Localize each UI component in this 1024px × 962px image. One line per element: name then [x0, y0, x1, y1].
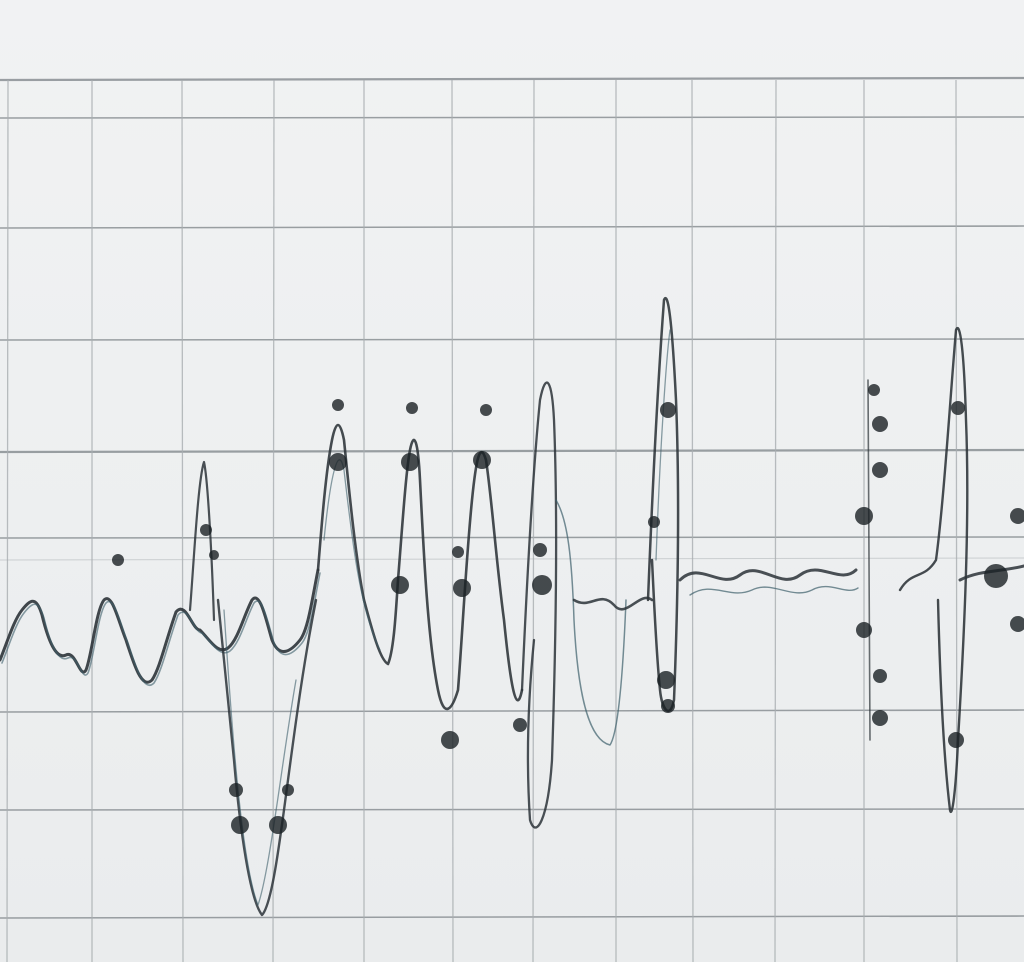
- grid-line-horizontal: [0, 709, 1024, 713]
- waveform-peaks-shadow: [323, 459, 381, 651]
- ink-dot: [473, 451, 491, 469]
- grid-line-horizontal: [0, 915, 1024, 919]
- ink-dot: [269, 816, 287, 834]
- waveform-dip-inner: [223, 609, 297, 906]
- grid-line-horizontal: [0, 557, 1024, 561]
- waveform-noise-band-shadow: [689, 585, 859, 596]
- grid-line-vertical: [955, 79, 958, 962]
- ink-dot: [441, 731, 459, 749]
- grid-line-vertical: [6, 79, 9, 962]
- ink-dot: [1010, 508, 1024, 524]
- ink-dot: [533, 543, 547, 557]
- waveform-left: [0, 568, 320, 684]
- ink-dot: [391, 576, 409, 594]
- ink-dot: [951, 401, 965, 415]
- waveform-final-spike: [898, 327, 969, 814]
- waveform-dotted-line: [867, 379, 871, 741]
- grid-line-vertical: [272, 79, 275, 962]
- waveform-left-shadow: [1, 572, 321, 686]
- waveform-dip: [216, 598, 318, 917]
- waveform-peaks: [316, 423, 524, 711]
- ink-dot: [452, 546, 464, 558]
- grid-line-horizontal: [0, 808, 1024, 811]
- ink-dot: [112, 554, 124, 566]
- grid-line-horizontal: [0, 536, 1024, 539]
- ink-dot: [872, 710, 888, 726]
- ink-dot: [872, 462, 888, 478]
- grid-line-horizontal: [0, 116, 1024, 119]
- ink-dot: [856, 622, 872, 638]
- grid-line-vertical: [451, 79, 454, 962]
- grid-line-horizontal: [0, 338, 1024, 341]
- ink-dot: [401, 453, 419, 471]
- ink-dot: [660, 402, 676, 418]
- ink-dot: [872, 416, 888, 432]
- waveform-noise: [572, 596, 654, 611]
- ink-dot: [532, 575, 552, 595]
- ink-dot: [513, 718, 527, 732]
- ink-dot: [229, 783, 243, 797]
- ink-dot: [855, 507, 873, 525]
- grid-line-vertical: [774, 79, 777, 962]
- ink-dot: [661, 699, 675, 713]
- ink-dot: [406, 402, 418, 414]
- ink-dot: [282, 784, 294, 796]
- grid-line-horizontal: [0, 76, 1024, 82]
- ink-dot: [480, 404, 492, 416]
- ink-dot: [657, 671, 675, 689]
- waveform-loop: [555, 499, 627, 746]
- ink-dot: [453, 579, 471, 597]
- ink-dot: [332, 399, 344, 411]
- ink-dot: [648, 516, 660, 528]
- ink-dot: [1010, 616, 1024, 632]
- grid-line-horizontal: [0, 448, 1024, 454]
- ink-dot: [948, 732, 964, 748]
- waveform-narrow-spike: [520, 381, 558, 829]
- ink-dot: [984, 564, 1008, 588]
- ink-dot: [209, 550, 219, 560]
- ink-dot: [868, 384, 880, 396]
- waveform-tall-spike: [646, 297, 680, 713]
- grid-line-vertical: [181, 79, 184, 962]
- grid-line-vertical: [532, 79, 535, 962]
- grid-line-horizontal: [0, 225, 1024, 229]
- ink-dot: [231, 816, 249, 834]
- grid-line-vertical: [691, 79, 694, 962]
- ink-dot: [873, 669, 887, 683]
- ink-dot: [200, 524, 212, 536]
- ink-dot: [329, 453, 347, 471]
- waveform-noise-band: [678, 568, 858, 582]
- waveform-spike: [188, 460, 216, 622]
